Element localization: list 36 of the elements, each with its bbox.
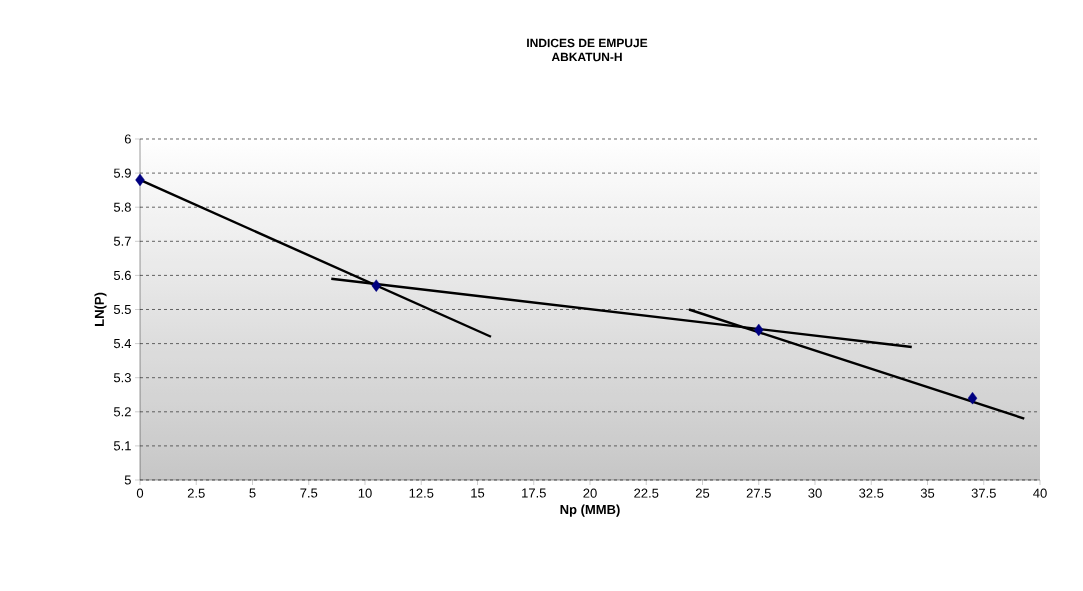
point (371, 279, 381, 292)
x-tick-label: 27.5 (746, 488, 771, 498)
x-tick-label: 17.5 (522, 488, 546, 498)
x-tick-label: 0 (136, 488, 144, 498)
y-tick-label: 5.9 (113, 168, 131, 178)
y-tick-label: 5.8 (113, 202, 131, 212)
y-tick-label: 5.5 (113, 304, 131, 315)
y-tick-label: 5 (124, 475, 131, 485)
chart-title: INDICES DE EMPUJE (527, 38, 648, 48)
x-axis-title: Np (MMB) (560, 504, 620, 517)
x-tick-label: 35 (920, 488, 935, 498)
x-tick-label: 25 (695, 488, 710, 498)
x-tick-label: 37.5 (971, 488, 996, 498)
y-tick-label: 5.3 (113, 373, 131, 383)
y-tick-label: 5.1 (113, 441, 131, 451)
point (754, 323, 764, 337)
chart-subtitle: ABKATUN-H (551, 52, 622, 62)
point (135, 173, 145, 187)
x-tick-label: 5 (249, 488, 256, 498)
y-tick-label: 5.6 (113, 270, 131, 280)
x-tick-label: 12.5 (409, 488, 434, 498)
x-tick-label: 30 (808, 488, 822, 498)
x-tick-label: 10 (358, 488, 372, 498)
y-tick-label: 6 (124, 134, 131, 144)
x-tick-label: 20 (583, 488, 597, 498)
x-tick-label: 7.5 (300, 488, 318, 498)
y-axis-title: LN(P) (94, 292, 107, 326)
x-tick-label: 2.5 (187, 488, 205, 498)
y-tick-label: 5.2 (113, 407, 131, 417)
y-tick-label: 5.4 (113, 339, 132, 349)
point (967, 391, 978, 405)
y-tick-label: 5.7 (113, 236, 131, 246)
x-tick-label: 40 (1033, 488, 1047, 498)
x-tick-label: 15 (471, 488, 485, 498)
x-tick-label: 22.5 (634, 488, 659, 498)
x-tick-label: 32.5 (859, 488, 884, 498)
